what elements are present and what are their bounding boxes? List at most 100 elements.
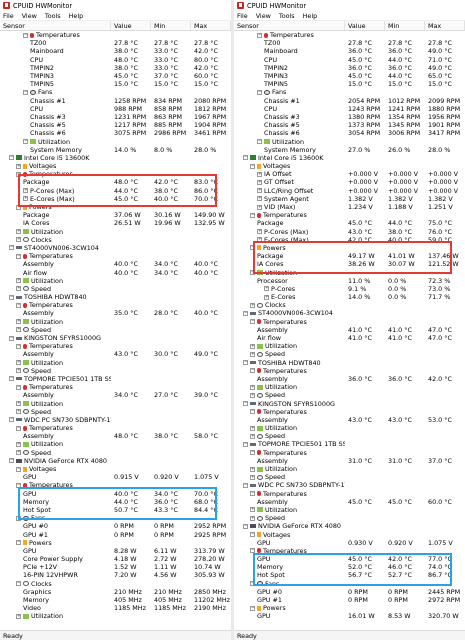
collapse-toggle-icon[interactable]: − xyxy=(9,155,14,161)
group-row[interactable]: + Clocks xyxy=(0,236,231,244)
group-row[interactable]: + Speed xyxy=(0,285,231,293)
sensor-row[interactable]: TZ00 27.8 °C 27.8 °C 27.8 °C xyxy=(234,39,465,47)
expand-toggle-icon[interactable]: + xyxy=(257,229,262,235)
group-row[interactable]: − NVIDIA GeForce RTX 4080 xyxy=(0,457,231,465)
sensor-row[interactable]: Package 45.0 °C 44.0 °C 75.0 °C xyxy=(234,219,465,227)
sensor-row[interactable]: CPU 45.0 °C 44.0 °C 71.0 °C xyxy=(234,56,465,64)
sensor-row[interactable]: System Memory 14.0 % 8.0 % 28.0 % xyxy=(0,146,231,154)
collapse-toggle-icon[interactable]: − xyxy=(16,581,21,587)
sensor-row[interactable]: Chassis #1 1258 RPM 834 RPM 2080 RPM xyxy=(0,97,231,105)
expand-toggle-icon[interactable]: + xyxy=(250,351,255,357)
collapse-toggle-icon[interactable]: − xyxy=(250,319,255,325)
sensor-row[interactable]: GPU #1 0 RPM 0 RPM 2972 RPM xyxy=(234,596,465,604)
expand-toggle-icon[interactable]: + xyxy=(250,392,255,398)
group-row[interactable]: − Fans xyxy=(0,88,231,96)
group-row[interactable]: − Voltages xyxy=(234,162,465,170)
group-row[interactable]: − Temperatures xyxy=(0,170,231,178)
collapse-toggle-icon[interactable]: − xyxy=(250,491,255,497)
sensor-row[interactable]: 16-PIN 12VHPWR 7.20 W 4.56 W 305.93 W xyxy=(0,571,231,579)
collapse-toggle-icon[interactable]: − xyxy=(23,139,28,145)
sensor-row[interactable]: + System Agent 1.382 V 1.382 V 1.382 V xyxy=(234,195,465,203)
menu-help[interactable]: Help xyxy=(68,11,84,20)
expand-toggle-icon[interactable]: + xyxy=(23,196,28,202)
group-row[interactable]: − Fans xyxy=(234,88,465,96)
expand-toggle-icon[interactable]: + xyxy=(16,163,21,169)
column-sensor[interactable]: Sensor xyxy=(234,21,345,30)
sensor-row[interactable]: Assembly 31.0 °C 31.0 °C 37.0 °C xyxy=(234,457,465,465)
column-max[interactable]: Max xyxy=(425,21,465,30)
sensor-row[interactable]: Chassis #5 1217 RPM 885 RPM 1904 RPM xyxy=(0,121,231,129)
expand-toggle-icon[interactable]: + xyxy=(16,613,21,619)
collapse-toggle-icon[interactable]: − xyxy=(16,482,21,488)
sensor-row[interactable]: Hot Spot 56.7 °C 52.7 °C 86.7 °C xyxy=(234,571,465,579)
group-row[interactable]: − Utilization xyxy=(234,137,465,146)
sensor-row[interactable]: Air flow 40.0 °C 34.0 °C 40.0 °C xyxy=(0,268,231,277)
expand-toggle-icon[interactable]: + xyxy=(16,368,21,374)
sensor-row[interactable]: Assembly 48.0 °C 38.0 °C 58.0 °C xyxy=(0,432,231,440)
group-row[interactable]: + Utilization xyxy=(0,440,231,448)
group-row[interactable]: + Utilization xyxy=(0,359,231,367)
collapse-toggle-icon[interactable]: − xyxy=(16,343,21,349)
sensor-row[interactable]: Assembly 45.0 °C 45.0 °C 60.0 °C xyxy=(234,498,465,506)
sensor-row[interactable]: + P-Cores (Max) 44.0 °C 38.0 °C 86.0 °C xyxy=(0,187,231,195)
menu-view[interactable]: View xyxy=(255,11,271,20)
sensor-row[interactable]: Assembly 36.0 °C 36.0 °C 42.0 °C xyxy=(234,375,465,383)
sensor-row[interactable]: Air flow 41.0 °C 41.0 °C 47.0 °C xyxy=(234,334,465,342)
expand-toggle-icon[interactable]: + xyxy=(250,425,255,431)
collapse-toggle-icon[interactable]: − xyxy=(23,89,28,95)
sensor-row[interactable]: IA Cores 26.51 W 19.96 W 132.95 W xyxy=(0,219,231,227)
group-row[interactable]: − Temperatures xyxy=(234,408,465,416)
collapse-toggle-icon[interactable]: − xyxy=(250,163,255,169)
expand-toggle-icon[interactable]: + xyxy=(16,401,21,407)
sensor-row[interactable]: GPU 0.915 V 0.920 V 1.075 V xyxy=(0,473,231,481)
group-row[interactable]: − Intel Core i5 13600K xyxy=(0,154,231,162)
expand-toggle-icon[interactable]: + xyxy=(257,179,262,185)
collapse-toggle-icon[interactable]: − xyxy=(250,605,255,611)
sensor-row[interactable]: System Memory 27.0 % 26.0 % 28.0 % xyxy=(234,146,465,154)
collapse-toggle-icon[interactable]: − xyxy=(250,270,255,276)
collapse-toggle-icon[interactable]: − xyxy=(257,32,262,38)
expand-toggle-icon[interactable]: + xyxy=(16,286,21,292)
group-row[interactable]: + Speed xyxy=(234,391,465,399)
sensor-row[interactable]: TMPIN5 15.0 °C 15.0 °C 15.0 °C xyxy=(0,80,231,88)
group-row[interactable]: + Speed xyxy=(0,326,231,334)
collapse-toggle-icon[interactable]: − xyxy=(250,548,255,554)
group-row[interactable]: + Utilization xyxy=(234,465,465,473)
collapse-toggle-icon[interactable]: − xyxy=(23,32,28,38)
collapse-toggle-icon[interactable]: − xyxy=(16,466,21,472)
collapse-toggle-icon[interactable]: − xyxy=(16,302,21,308)
group-row[interactable]: − Voltages xyxy=(0,465,231,473)
group-row[interactable]: + Utilization xyxy=(234,342,465,350)
sensor-row[interactable]: + E-Cores (Max) 42.0 °C 40.0 °C 59.0 °C xyxy=(234,236,465,244)
expand-toggle-icon[interactable]: + xyxy=(16,327,21,333)
sensor-row[interactable]: Assembly 43.0 °C 43.0 °C 53.0 °C xyxy=(234,416,465,424)
group-row[interactable]: − Temperatures xyxy=(0,252,231,260)
column-sensor[interactable]: Sensor xyxy=(0,21,111,30)
menu-view[interactable]: View xyxy=(21,11,37,20)
sensor-row[interactable]: GPU #0 0 RPM 0 RPM 2445 RPM xyxy=(234,588,465,596)
group-row[interactable]: + Clocks xyxy=(234,301,465,309)
collapse-toggle-icon[interactable]: − xyxy=(243,401,248,407)
collapse-toggle-icon[interactable]: − xyxy=(257,139,262,145)
expand-toggle-icon[interactable]: + xyxy=(257,204,262,210)
group-row[interactable]: − Temperatures xyxy=(234,367,465,375)
sensor-row[interactable]: GPU #0 0 RPM 0 RPM 2952 RPM xyxy=(0,522,231,530)
sensor-row[interactable]: + VID (Max) 1.234 V 1.188 V 1.251 V xyxy=(234,203,465,211)
sensor-row[interactable]: Memory 405 MHz 405 MHz 11202 MHz xyxy=(0,596,231,604)
column-max[interactable]: Max xyxy=(191,21,231,30)
group-row[interactable]: − Fans xyxy=(0,514,231,522)
sensor-row[interactable]: Video 1185 MHz 1185 MHz 2190 MHz xyxy=(0,604,231,612)
group-row[interactable]: − ST4000VN006-3CW104 xyxy=(0,244,231,252)
sensor-row[interactable]: Chassis #3 1380 RPM 1354 RPM 1956 RPM xyxy=(234,113,465,121)
group-row[interactable]: − KINGSTON SFYRS1000G xyxy=(234,399,465,408)
sensor-row[interactable]: + P-Cores (Max) 43.0 °C 38.0 °C 76.0 °C xyxy=(234,228,465,236)
expand-toggle-icon[interactable]: + xyxy=(16,360,21,366)
group-row[interactable]: − NVIDIA GeForce RTX 4080 xyxy=(234,522,465,530)
collapse-toggle-icon[interactable]: − xyxy=(243,441,248,447)
group-row[interactable]: − TOPMORE TPCIE501 1TB SSD xyxy=(234,440,465,448)
expand-toggle-icon[interactable]: + xyxy=(257,171,262,177)
group-row[interactable]: − Powers xyxy=(0,203,231,211)
sensor-row[interactable]: + P-Cores 9.1 % 0.0 % 73.0 % xyxy=(234,285,465,293)
sensor-row[interactable]: + E-Cores 14.0 % 0.0 % 71.7 % xyxy=(234,293,465,301)
group-row[interactable]: − Temperatures xyxy=(234,490,465,498)
